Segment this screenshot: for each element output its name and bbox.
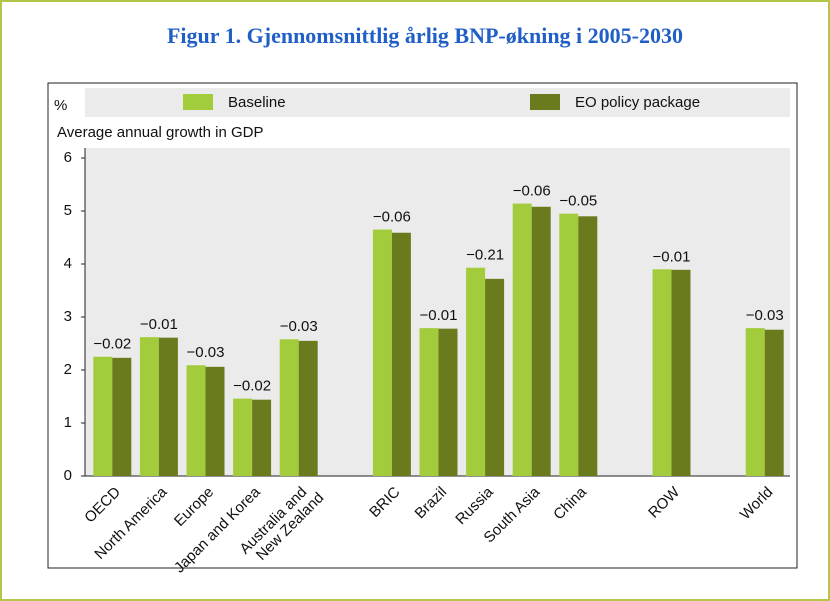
y-tick-label: 5 bbox=[64, 202, 72, 219]
y-axis-label: Average annual growth in GDP bbox=[57, 124, 264, 141]
bar bbox=[466, 267, 486, 476]
difference-label: −0.02 bbox=[93, 336, 131, 353]
y-tick-label: 4 bbox=[64, 255, 72, 272]
bar bbox=[419, 328, 439, 476]
y-tick-label: 1 bbox=[64, 414, 72, 431]
bar bbox=[485, 278, 505, 476]
bar bbox=[186, 365, 206, 476]
difference-label: −0.01 bbox=[653, 248, 691, 265]
difference-label: −0.05 bbox=[559, 193, 597, 210]
y-tick-label: 6 bbox=[64, 149, 72, 166]
bar bbox=[205, 366, 225, 476]
legend-swatch bbox=[530, 94, 560, 110]
bar bbox=[298, 340, 318, 476]
difference-label: −0.03 bbox=[187, 344, 225, 361]
bar bbox=[252, 399, 272, 476]
y-tick-label: 0 bbox=[64, 467, 72, 484]
bar bbox=[578, 216, 598, 477]
legend-swatch bbox=[183, 94, 213, 110]
bar bbox=[671, 269, 691, 476]
y-tick-label: 2 bbox=[64, 361, 72, 378]
bar bbox=[279, 339, 299, 476]
bar bbox=[112, 357, 132, 476]
legend-label: EO policy package bbox=[575, 94, 700, 111]
bar bbox=[372, 229, 392, 476]
bar bbox=[391, 232, 411, 476]
bar bbox=[764, 329, 784, 476]
difference-label: −0.02 bbox=[233, 378, 271, 395]
difference-label: −0.03 bbox=[280, 318, 318, 335]
bar bbox=[512, 203, 532, 476]
bar bbox=[531, 206, 551, 476]
difference-label: −0.03 bbox=[746, 307, 784, 324]
y-tick-label: 3 bbox=[64, 308, 72, 325]
bar bbox=[233, 398, 253, 476]
bar bbox=[745, 328, 765, 476]
y-unit: % bbox=[54, 97, 67, 114]
legend-label: Baseline bbox=[228, 94, 286, 111]
bar bbox=[652, 269, 672, 476]
difference-label: −0.01 bbox=[140, 316, 178, 333]
difference-label: −0.01 bbox=[420, 307, 458, 324]
difference-label: −0.21 bbox=[466, 247, 504, 264]
bar bbox=[139, 337, 159, 476]
bar bbox=[438, 328, 458, 476]
difference-label: −0.06 bbox=[373, 209, 411, 226]
bar bbox=[93, 356, 113, 476]
bar bbox=[158, 337, 178, 476]
difference-label: −0.06 bbox=[513, 183, 551, 200]
bar bbox=[559, 213, 579, 476]
chart-title: Figur 1. Gjennomsnittlig årlig BNP-øknin… bbox=[167, 23, 683, 48]
